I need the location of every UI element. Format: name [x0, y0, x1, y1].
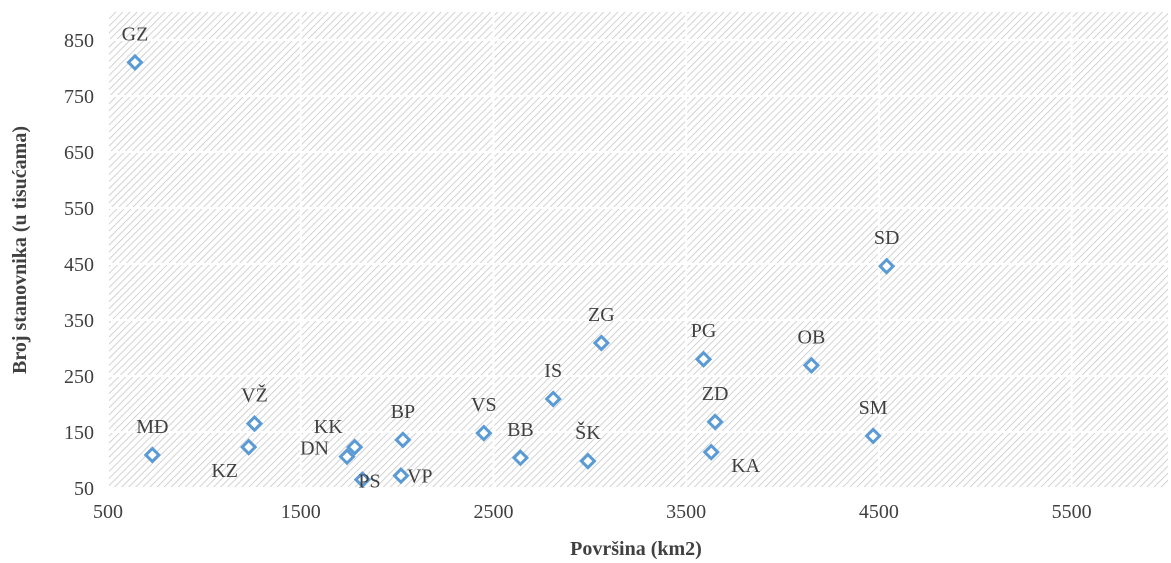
y-tick-label: 50	[74, 478, 94, 500]
x-tick-label: 3500	[666, 501, 706, 523]
y-tick-label: 450	[64, 254, 94, 276]
data-points	[126, 53, 896, 489]
y-tick-label: 150	[64, 422, 94, 444]
point-label-ps: PS	[358, 471, 380, 493]
x-tick-label: 500	[93, 501, 123, 523]
data-point-mđ	[143, 446, 161, 464]
data-point-is	[544, 390, 562, 408]
point-label-kz: KZ	[211, 460, 238, 482]
x-axis-title: Površina (km2)	[570, 538, 702, 560]
data-point-vž	[245, 414, 264, 433]
y-tick-label: 250	[64, 366, 94, 388]
data-point-ka	[702, 443, 720, 461]
x-tick-label: 2500	[473, 501, 513, 523]
point-label-šk: ŠK	[575, 420, 601, 444]
tick-labels: 50 150 250 350 450 550 650 750 850 500 1500 2500 350…	[64, 30, 1092, 523]
y-tick-label: 850	[64, 30, 94, 52]
data-point-dn	[338, 448, 356, 466]
data-point-pg	[694, 350, 713, 368]
data-point-vs	[475, 424, 493, 442]
y-tick-label: 350	[64, 310, 94, 332]
data-point-kz	[240, 438, 258, 456]
data-point-vp	[392, 467, 410, 485]
y-axis-title: Broj stanovnika (u tisućama)	[9, 126, 31, 374]
y-tick-label: 550	[64, 198, 94, 220]
point-label-vž: VŽ	[241, 384, 268, 407]
point-label-zg: ZG	[588, 304, 615, 326]
point-label-bb: BB	[507, 419, 534, 441]
point-label-vp: VP	[407, 466, 433, 488]
x-tick-label: 4500	[859, 501, 899, 523]
y-tick-label: 750	[64, 86, 94, 108]
point-label-is: IS	[544, 360, 562, 382]
data-point-kk	[346, 438, 364, 456]
y-tick-label: 650	[64, 142, 94, 164]
plot-area	[108, 12, 1168, 488]
data-point-bb	[511, 449, 530, 467]
point-label-kk: KK	[314, 416, 343, 438]
data-point-zd	[706, 413, 724, 431]
grid	[107, 12, 1168, 489]
data-point-bp	[394, 431, 412, 449]
data-point-gz	[126, 53, 144, 72]
point-label-mđ: MĐ	[136, 416, 168, 438]
point-label-gz: GZ	[122, 23, 149, 45]
data-point-ob	[802, 356, 821, 374]
point-label-sm: SM	[859, 397, 888, 419]
x-tick-label: 1500	[281, 501, 321, 523]
point-label-ob: OB	[798, 326, 826, 348]
point-label-vs: VS	[471, 394, 497, 416]
x-tick-label: 5500	[1052, 501, 1092, 523]
data-point-zg	[592, 334, 611, 352]
point-label-dn: DN	[300, 438, 329, 460]
point-label-bp: BP	[391, 401, 415, 423]
point-label-sd: SD	[874, 227, 900, 249]
data-point-sd	[877, 257, 896, 275]
data-point-sm	[864, 427, 882, 445]
point-label-pg: PG	[691, 320, 717, 342]
point-label-ka: KA	[731, 455, 760, 477]
data-point-ps	[353, 470, 372, 489]
point-label-zd: ZD	[702, 383, 729, 405]
data-point-šk	[579, 452, 597, 470]
